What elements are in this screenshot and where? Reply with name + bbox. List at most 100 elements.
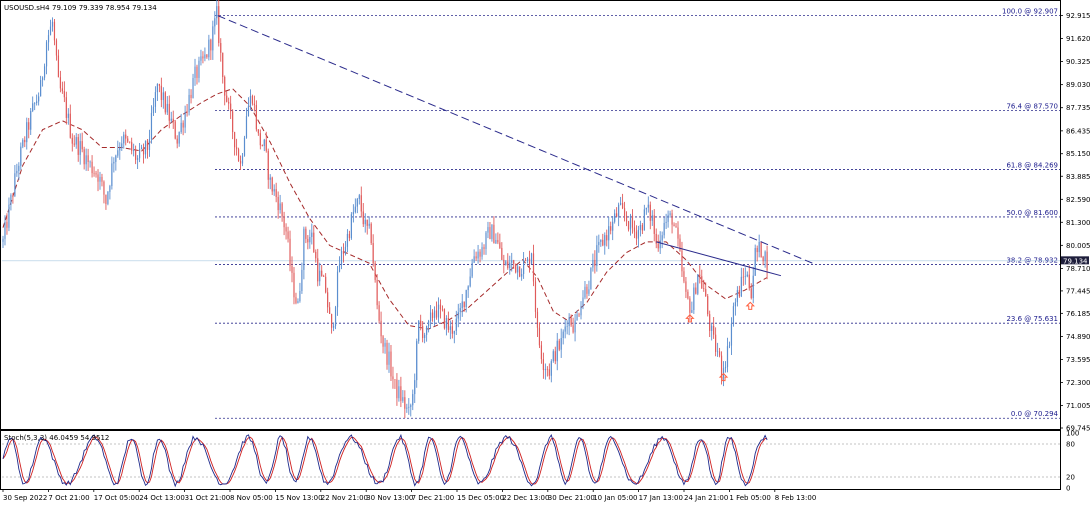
candle-body — [762, 257, 764, 262]
candle-body — [107, 191, 109, 204]
candle-body — [129, 141, 131, 143]
price-tick-label: 82.590 — [1066, 196, 1090, 204]
candle-body — [97, 174, 99, 182]
candle-body — [641, 225, 643, 231]
candle-body — [683, 271, 685, 282]
fib-level-label: 50.0 @ 81.600 — [1006, 209, 1058, 217]
time-tick-label: 22 Dec 13:00 — [502, 494, 549, 502]
candle-body — [210, 39, 212, 51]
candle-body — [87, 155, 89, 162]
candle-body — [291, 265, 293, 273]
candle-body — [352, 212, 354, 215]
price-tick-label: 83.885 — [1066, 173, 1090, 181]
candle-body — [323, 276, 325, 277]
candle-body — [348, 233, 351, 239]
candle-body — [2, 238, 4, 242]
candle-body — [394, 379, 396, 380]
candle-body — [424, 334, 426, 339]
candle-body — [263, 139, 265, 146]
candle-body — [588, 289, 590, 294]
candle-body — [489, 227, 491, 239]
candle-body — [420, 320, 422, 327]
candle-body — [631, 215, 634, 228]
candle-body — [499, 242, 501, 248]
candle-body — [738, 290, 740, 297]
candle-body — [146, 140, 149, 150]
candle-body — [299, 290, 301, 302]
candle-body — [550, 361, 552, 376]
candle-body — [4, 221, 6, 239]
candle-body — [584, 286, 586, 298]
candle-body — [67, 113, 69, 118]
candle-body — [685, 281, 687, 292]
moving-average-line — [2, 88, 768, 330]
candle-body — [528, 258, 531, 264]
candle-body — [101, 176, 103, 182]
candle-body — [740, 276, 742, 297]
candle-body — [493, 224, 495, 244]
candle-body — [479, 251, 481, 257]
candle-body — [406, 407, 408, 409]
candle-body — [679, 238, 681, 251]
candle-body — [422, 326, 424, 339]
candle-body — [170, 118, 172, 121]
time-tick-label: 17 Oct 05:00 — [94, 494, 140, 502]
candle-body — [429, 312, 432, 321]
price-tick-label: 72.300 — [1066, 379, 1090, 387]
candle-body — [544, 368, 546, 371]
candle-body — [744, 276, 746, 277]
candle-body — [713, 325, 715, 335]
candle-body — [154, 92, 157, 107]
fib-level-label: 76.4 @ 87.570 — [1006, 103, 1058, 111]
candle-body — [497, 240, 499, 243]
candle-body — [77, 137, 79, 155]
candle-body — [303, 228, 305, 270]
candle-body — [519, 266, 521, 277]
candle-body — [410, 405, 412, 407]
candle-body — [239, 161, 242, 164]
time-tick-label: 30 Dec 21:00 — [548, 494, 595, 502]
candle-body — [390, 351, 392, 377]
candle-body — [131, 142, 133, 151]
candle-body — [83, 149, 85, 165]
candle-body — [449, 326, 451, 330]
candle-body — [8, 204, 10, 228]
candle-body — [65, 97, 67, 118]
candle-body — [350, 214, 352, 239]
candle-body — [548, 369, 550, 376]
candle-body — [716, 351, 719, 353]
candle-body — [293, 272, 295, 298]
candle-body — [653, 215, 655, 234]
candle-body — [459, 308, 461, 313]
candle-body — [416, 341, 418, 381]
candle-body — [301, 269, 303, 291]
candle-body — [230, 103, 232, 112]
candle-body — [752, 275, 754, 299]
candle-body — [400, 386, 402, 401]
candle-body — [344, 246, 347, 254]
candle-body — [408, 406, 410, 408]
fib-level-label: 23.6 @ 75.631 — [1006, 315, 1058, 323]
candle-body — [517, 266, 519, 273]
candle-body — [273, 189, 275, 192]
candle-body — [473, 256, 475, 263]
candle-body — [414, 380, 416, 395]
candle-body — [647, 204, 649, 208]
time-tick-label: 30 Nov 13:00 — [366, 494, 413, 502]
candle-body — [283, 216, 285, 228]
stoch-main-line — [2, 433, 768, 488]
candle-body — [661, 235, 663, 241]
candles — [2, 0, 768, 419]
candle-body — [63, 91, 65, 98]
candle-body — [34, 103, 36, 104]
stoch-tick-label: 80 — [1066, 441, 1075, 449]
candle-body — [89, 161, 91, 163]
price-tick-label: 80.005 — [1066, 242, 1090, 250]
candle-body — [204, 54, 206, 59]
candle-body — [247, 106, 250, 117]
candle-body — [32, 103, 34, 111]
candle-body — [612, 221, 614, 231]
candle-body — [115, 155, 117, 162]
candle-body — [16, 170, 18, 174]
candle-body — [380, 320, 382, 337]
